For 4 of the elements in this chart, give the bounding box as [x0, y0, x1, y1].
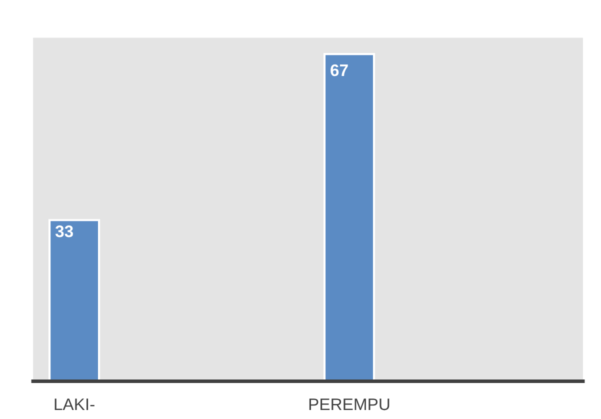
- data-label: 33: [55, 225, 73, 238]
- data-label: 67: [330, 64, 348, 76]
- x-tick-label: LAKI-: [54, 398, 94, 410]
- x-tick-label: PEREMPU: [309, 398, 390, 410]
